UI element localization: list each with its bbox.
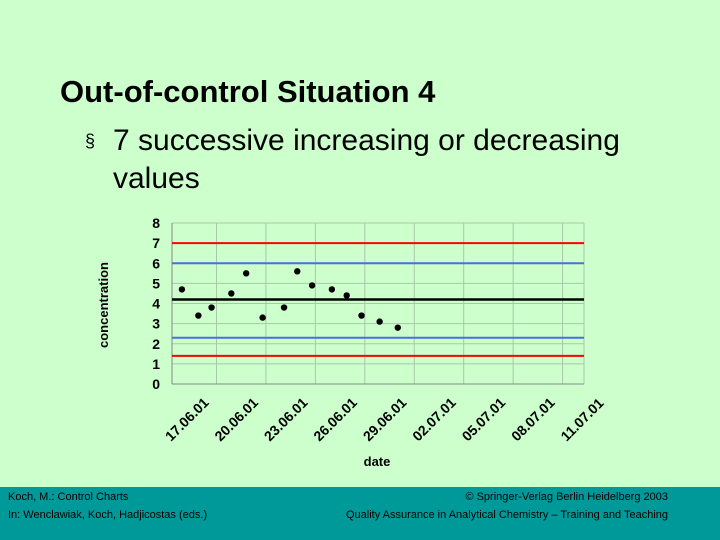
data-point bbox=[358, 312, 365, 319]
x-tick-label: 08.07.01 bbox=[508, 394, 558, 444]
x-tick-label: 11.07.01 bbox=[557, 395, 606, 444]
x-tick-label: 29.06.01 bbox=[360, 394, 410, 444]
x-tick-label: 23.06.01 bbox=[261, 394, 311, 444]
bullet-point: § 7 successive increasing or decreasing … bbox=[85, 122, 685, 198]
data-point bbox=[228, 290, 235, 297]
y-axis-title: concentration bbox=[96, 262, 111, 348]
data-point bbox=[195, 312, 202, 319]
x-tick-label: 05.07.01 bbox=[459, 394, 509, 444]
data-point bbox=[259, 314, 266, 321]
data-point bbox=[208, 304, 215, 311]
footer-citation-author: Koch, M.: Control Charts bbox=[8, 491, 129, 503]
data-point bbox=[294, 268, 301, 275]
y-tick-label: 0 bbox=[152, 376, 160, 392]
y-tick-label: 3 bbox=[152, 316, 160, 332]
y-tick-label: 7 bbox=[152, 235, 160, 251]
data-point bbox=[308, 282, 316, 289]
x-axis-title: date bbox=[364, 454, 391, 469]
x-tick-label: 17.06.01 bbox=[162, 394, 212, 444]
footer-citation-editors: In: Wenclawiak, Koch, Hadjicostas (eds.) bbox=[8, 509, 208, 521]
y-tick-label: 8 bbox=[152, 215, 160, 231]
bullet-symbol: § bbox=[85, 131, 96, 151]
footer-course-title: Quality Assurance in Analytical Chemistr… bbox=[345, 509, 668, 521]
x-tick-label: 02.07.01 bbox=[409, 394, 459, 444]
slide-title: Out-of-control Situation 4 bbox=[60, 74, 436, 109]
y-tick-label: 5 bbox=[152, 275, 160, 291]
data-point bbox=[280, 304, 288, 311]
data-point bbox=[178, 286, 186, 293]
data-point bbox=[242, 270, 250, 277]
footer-bar: Koch, M.: Control Charts In: Wenclawiak,… bbox=[0, 487, 720, 540]
data-point bbox=[343, 292, 350, 299]
y-tick-label: 6 bbox=[152, 255, 160, 271]
x-tick-label: 26.06.01 bbox=[310, 394, 360, 444]
control-chart: 0 1 2 3 4 5 6 7 8 17.06.01 20.06.01 23.06.01 26.06.0… bbox=[96, 215, 607, 469]
footer-copyright: © Springer-Verlag Berlin Heidelberg 2003 bbox=[465, 491, 668, 503]
x-tick-label: 20.06.01 bbox=[211, 394, 261, 444]
y-tick-label: 4 bbox=[152, 296, 160, 312]
data-point bbox=[376, 318, 383, 325]
y-tick-label: 1 bbox=[152, 356, 160, 372]
y-tick-label: 2 bbox=[152, 336, 160, 352]
data-point bbox=[394, 324, 401, 331]
bullet-text: 7 successive increasing or decreasing va… bbox=[113, 124, 620, 195]
data-point bbox=[328, 286, 336, 293]
